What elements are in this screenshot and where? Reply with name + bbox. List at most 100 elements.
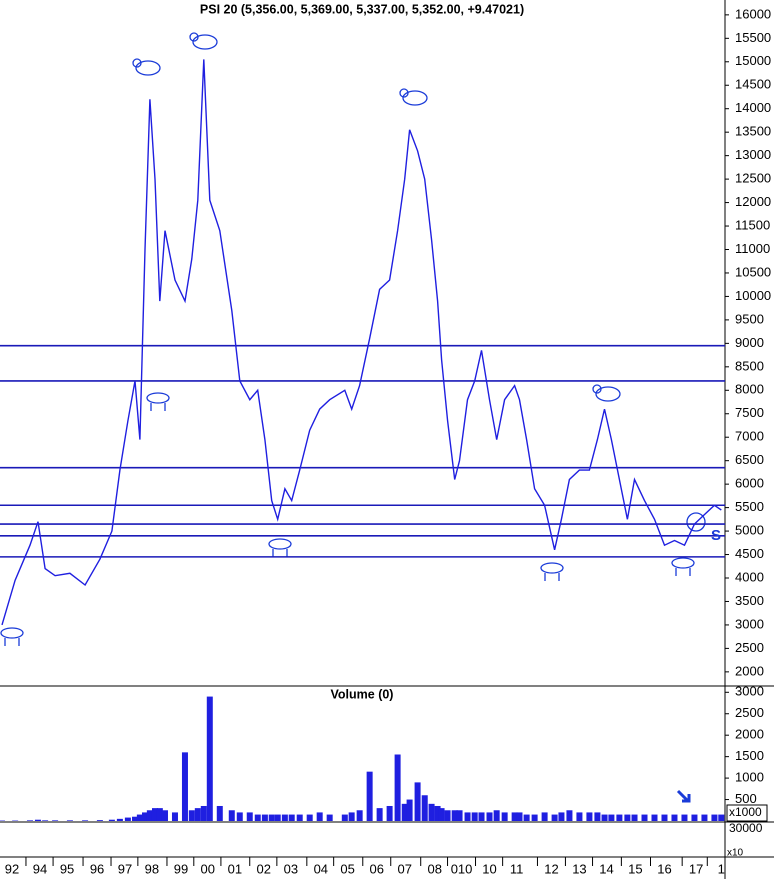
volume-bar — [137, 815, 143, 821]
annotation: S — [711, 527, 721, 544]
volume-bar — [182, 752, 188, 821]
volume-bar — [632, 815, 638, 821]
y-tick-label: 2500 — [735, 640, 764, 655]
y-tick-label: 3500 — [735, 593, 764, 608]
x-tick-label: 99 — [174, 861, 188, 876]
x-tick-label: 010 — [451, 861, 473, 876]
volume-bar — [608, 815, 614, 821]
volume-bar — [487, 812, 493, 821]
volume-bar — [109, 820, 115, 821]
y-tick-label: 2500 — [735, 705, 764, 720]
volume-bar — [377, 808, 383, 821]
x-tick-label: 06 — [370, 861, 384, 876]
y-tick-label: 7000 — [735, 429, 764, 444]
volume-bar — [671, 815, 677, 821]
x-tick-label: 95 — [60, 861, 74, 876]
x-tick-label: 11 — [510, 861, 524, 876]
volume-bar — [566, 810, 572, 821]
x-tick-label: 05 — [340, 861, 354, 876]
x-tick-label: 14 — [599, 861, 613, 876]
volume-bar — [691, 815, 697, 821]
volume-bar — [524, 815, 530, 821]
x-tick-label: 16 — [657, 861, 671, 876]
volume-bar — [275, 815, 281, 821]
volume-bar — [189, 810, 195, 821]
chart-title: PSI 20 (5,356.00, 5,369.00, 5,337.00, 5,… — [200, 2, 524, 16]
y-tick-label: 11500 — [735, 217, 770, 232]
y-tick-label: 5500 — [735, 499, 764, 514]
volume-bar — [429, 804, 435, 821]
y-tick-label: 13000 — [735, 147, 771, 162]
x-tick-label: 01 — [228, 861, 242, 876]
volume-bar — [711, 815, 717, 821]
volume-bar — [217, 806, 223, 821]
x-tick-label: 00 — [201, 861, 215, 876]
y-tick-label: 6500 — [735, 452, 764, 467]
volume-bar — [147, 810, 153, 821]
volume-bar — [125, 818, 131, 821]
volume-bar — [445, 810, 451, 821]
volume-bar — [602, 815, 608, 821]
volume-bar — [681, 815, 687, 821]
x-tick-label: 1 — [718, 861, 725, 876]
x-tick-label: 15 — [628, 861, 642, 876]
x-tick-label: 98 — [145, 861, 159, 876]
y-tick-label: 2000 — [735, 663, 764, 678]
x-tick-label: 17 — [689, 861, 703, 876]
volume-bar — [237, 812, 243, 821]
volume-bar — [472, 812, 478, 821]
axis-note: x10 — [727, 848, 744, 859]
volume-bar — [465, 812, 471, 821]
volume-bar — [162, 810, 168, 821]
volume-bar — [282, 815, 288, 821]
volume-bar — [157, 808, 163, 821]
volume-bar — [479, 812, 485, 821]
volume-bar — [52, 820, 58, 821]
volume-bar — [651, 815, 657, 821]
volume-bar — [67, 820, 73, 821]
volume-bar — [229, 810, 235, 821]
volume-bar — [661, 815, 667, 821]
volume-bar — [255, 815, 261, 821]
volume-bar — [552, 815, 558, 821]
y-tick-label: 12500 — [735, 171, 771, 186]
x-tick-label: 02 — [257, 861, 271, 876]
y-tick-label: 500 — [735, 791, 757, 806]
volume-bar — [576, 812, 582, 821]
volume-bar — [207, 697, 213, 821]
volume-bar — [586, 812, 592, 821]
volume-bar — [349, 812, 355, 821]
y-tick-label: 8000 — [735, 382, 764, 397]
volume-bar — [701, 815, 707, 821]
volume-bar — [422, 795, 428, 821]
y-tick-label: 5000 — [735, 523, 764, 538]
volume-bar — [542, 812, 548, 821]
volume-bar — [558, 812, 564, 821]
x-tick-label: 97 — [118, 861, 132, 876]
volume-bar — [516, 812, 522, 821]
x-tick-label: 04 — [314, 861, 328, 876]
volume-bar — [494, 810, 500, 821]
y-tick-label: 14000 — [735, 100, 771, 115]
y-tick-label: 9000 — [735, 335, 764, 350]
y-tick-label: 1500 — [735, 748, 764, 763]
volume-bar — [82, 820, 88, 821]
volume-bar — [27, 820, 33, 821]
volume-bar — [415, 782, 421, 821]
y-tick-label: 3000 — [735, 684, 764, 699]
x-tick-label: 08 — [427, 861, 441, 876]
y-tick-label: 4000 — [735, 569, 764, 584]
x-tick-label: 07 — [398, 861, 412, 876]
volume-bar — [642, 815, 648, 821]
x-tick-label: 96 — [90, 861, 104, 876]
x-tick-label: 10 — [482, 861, 496, 876]
y-tick-label: 11000 — [735, 241, 770, 256]
y-tick-label: 12000 — [735, 194, 771, 209]
volume-bar — [616, 815, 622, 821]
volume-bar — [262, 815, 268, 821]
chart-title: Volume (0) — [331, 687, 394, 701]
x-tick-label: 12 — [544, 861, 558, 876]
x-tick-label: 92 — [5, 861, 19, 876]
